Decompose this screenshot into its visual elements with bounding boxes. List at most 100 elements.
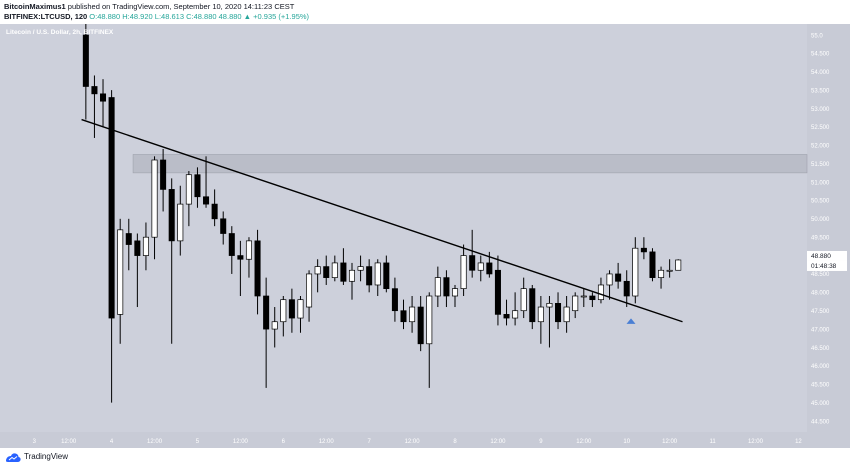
y-tick-label: 54.500 bbox=[811, 52, 830, 58]
plot-background bbox=[0, 24, 850, 448]
candle-body bbox=[572, 295, 579, 312]
symbol-line: BITFINEX:LTCUSD, 120 O:48.880 H:48.920 L… bbox=[4, 12, 309, 21]
tradingview-brand[interactable]: TradingView bbox=[24, 452, 69, 461]
y-tick-label: 47.500 bbox=[811, 309, 830, 315]
candle-body bbox=[168, 189, 175, 242]
x-tick-label: 12:00 bbox=[61, 439, 77, 445]
footer: TradingView bbox=[0, 449, 850, 466]
y-tick-label: 50.000 bbox=[811, 217, 830, 223]
y-tick-label: 48.000 bbox=[811, 291, 830, 297]
y-tick-label: 53.000 bbox=[811, 107, 830, 113]
candle-body bbox=[142, 236, 149, 256]
candle-body bbox=[589, 295, 596, 301]
x-tick-label: 7 bbox=[367, 439, 371, 445]
candle-body bbox=[177, 203, 184, 242]
x-tick-label: 12:00 bbox=[233, 439, 249, 445]
candle-body bbox=[494, 269, 501, 315]
candle-body bbox=[400, 310, 407, 323]
y-tick-label: 45.500 bbox=[811, 383, 830, 389]
candle-body bbox=[640, 247, 647, 253]
candle-body bbox=[100, 93, 107, 102]
candle-body bbox=[254, 240, 261, 297]
candlestick-chart[interactable]: 44.500 45.000 45.500 46.000 46.500 47.000 47.5… bbox=[0, 24, 850, 448]
candle-body bbox=[288, 299, 295, 319]
x-tick-label: 6 bbox=[282, 439, 286, 445]
x-tick-label: 8 bbox=[453, 439, 457, 445]
symbol-name: BITFINEX:LTCUSD, 120 bbox=[4, 12, 88, 21]
candle-body bbox=[434, 277, 441, 297]
x-tick-label: 10 bbox=[623, 439, 630, 445]
chart-area[interactable]: 44.500 45.000 45.500 46.000 46.500 47.000 47.5… bbox=[0, 24, 850, 448]
candle-body bbox=[460, 255, 467, 289]
candle-body bbox=[306, 273, 313, 308]
candle-body bbox=[512, 310, 519, 319]
price-badge-group: 48.880 01:48:38 bbox=[807, 250, 847, 271]
candle-body bbox=[220, 218, 227, 234]
x-tick-label: 12:00 bbox=[662, 439, 678, 445]
time-axis[interactable] bbox=[0, 432, 850, 448]
candle-body bbox=[280, 299, 287, 323]
descending-trendline bbox=[81, 118, 683, 323]
candle-body bbox=[409, 306, 416, 323]
candle-body bbox=[632, 247, 639, 297]
candle-body bbox=[520, 288, 527, 312]
candle-body bbox=[357, 266, 364, 271]
tradingview-logo-icon[interactable] bbox=[5, 452, 21, 463]
candle-body bbox=[117, 229, 124, 315]
breakout-arrow-icon bbox=[626, 318, 636, 324]
candle-body bbox=[228, 233, 235, 256]
y-tick-label: 49.500 bbox=[811, 235, 830, 241]
price-change: 48.880 ▲ +0.935 (+1.95%) bbox=[218, 12, 310, 21]
x-tick-label: 5 bbox=[196, 439, 200, 445]
candle-body bbox=[125, 233, 132, 245]
candle-body bbox=[271, 321, 278, 330]
candle-body bbox=[529, 288, 536, 323]
candle-body bbox=[134, 240, 141, 256]
candle-body bbox=[160, 159, 167, 190]
publish-line: BitcoinMaximus1 published on TradingView… bbox=[4, 2, 294, 11]
x-tick-label: 9 bbox=[539, 439, 543, 445]
x-tick-label: 12:00 bbox=[576, 439, 592, 445]
price-badge-bg bbox=[807, 250, 847, 261]
y-tick-label: 51.500 bbox=[811, 162, 830, 168]
ohlc-high: H:48.920 bbox=[122, 12, 153, 21]
candle-body bbox=[374, 262, 381, 286]
candle-body bbox=[383, 262, 390, 289]
candle-body bbox=[426, 295, 433, 345]
timer-badge-bg bbox=[807, 260, 847, 271]
x-tick-label: 12:00 bbox=[319, 439, 335, 445]
y-tick-label: 46.000 bbox=[811, 364, 830, 370]
candle-body bbox=[366, 266, 373, 286]
candle-body bbox=[503, 314, 510, 319]
price-badge: 48.880 bbox=[811, 253, 831, 260]
author-name[interactable]: BitcoinMaximus1 bbox=[4, 2, 66, 11]
candle-body bbox=[649, 251, 656, 278]
candle-body bbox=[546, 303, 553, 308]
publish-header: BitcoinMaximus1 published on TradingView… bbox=[0, 0, 850, 24]
candle-body bbox=[477, 262, 484, 271]
candle-body bbox=[185, 174, 192, 205]
candle-body bbox=[211, 203, 218, 220]
y-tick-label: 47.000 bbox=[811, 327, 830, 333]
candle-body bbox=[597, 284, 604, 301]
candle-body bbox=[194, 174, 201, 198]
candle-body bbox=[666, 269, 673, 272]
publish-text: published on TradingView.com, September … bbox=[67, 2, 295, 11]
y-tick-label: 55.0 bbox=[811, 33, 823, 39]
candle-body bbox=[314, 266, 321, 275]
x-tick-label: 4 bbox=[110, 439, 114, 445]
x-tick-label: 12 bbox=[795, 439, 802, 445]
y-tick-label: 46.500 bbox=[811, 346, 830, 352]
y-tick-label: 52.500 bbox=[811, 125, 830, 131]
y-tick-label: 44.500 bbox=[811, 419, 830, 425]
candle-body bbox=[451, 288, 459, 297]
candle-body bbox=[675, 259, 682, 271]
ohlc-close: C:48.880 bbox=[186, 12, 217, 21]
chart-title: Litecoin / U.S. Dollar, 2h, BITFINEX bbox=[6, 29, 114, 36]
x-tick-label: 3 bbox=[33, 439, 37, 445]
candle-body bbox=[580, 295, 587, 298]
candle-body bbox=[263, 295, 270, 330]
y-tick-label: 54.000 bbox=[811, 70, 830, 76]
price-axis[interactable] bbox=[807, 24, 850, 432]
candle-body bbox=[203, 196, 210, 205]
